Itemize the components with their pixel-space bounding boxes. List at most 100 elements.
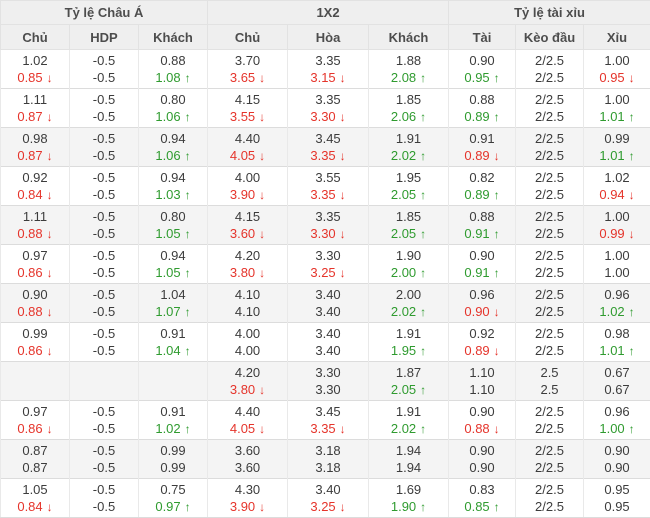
odds-cell: 2.05↑: [369, 186, 449, 206]
odds-cell: 3.30: [288, 362, 369, 382]
odds-cell: 0.96: [584, 284, 650, 304]
column-header-ah-away: Khách: [139, 25, 208, 50]
odds-value: 3.70: [235, 53, 260, 68]
odds-value: 0.88: [160, 53, 185, 68]
odds-value: 0.85: [17, 70, 42, 85]
odds-value: 3.60: [230, 226, 255, 241]
odds-cell: -0.5: [70, 401, 139, 421]
odds-cell: 0.91↑: [449, 225, 516, 245]
odds-value: 0.91: [464, 265, 489, 280]
down-arrow-icon: ↓: [340, 228, 346, 240]
odds-value: 1.10: [469, 382, 494, 397]
odds-value: -0.5: [93, 226, 115, 241]
odds-value: 1.91: [396, 131, 421, 146]
odds-cell: 3.35: [288, 50, 369, 70]
up-arrow-icon: ↑: [185, 72, 191, 84]
odds-cell: 0.96: [584, 401, 650, 421]
odds-value: 1.91: [396, 404, 421, 419]
down-arrow-icon: ↓: [47, 306, 53, 318]
odds-cell: 0.96: [449, 284, 516, 304]
odds-cell: 0.94: [139, 128, 208, 148]
odds-cell: 2/2.5: [516, 186, 584, 206]
odds-cell: [139, 381, 208, 401]
odds-cell: 3.35: [288, 206, 369, 226]
odds-value: 2/2.5: [535, 326, 564, 341]
down-arrow-icon: ↓: [47, 345, 53, 357]
odds-value: 0.89: [464, 109, 489, 124]
odds-cell: 1.90↑: [369, 498, 449, 518]
odds-cell: 0.91: [139, 401, 208, 421]
odds-cell: -0.5: [70, 264, 139, 284]
odds-cell: 0.99: [1, 323, 70, 343]
odds-cell: 1.95: [369, 167, 449, 187]
odds-cell: 2.02↑: [369, 420, 449, 440]
odds-value: 1.90: [391, 499, 416, 514]
odds-value: 3.60: [235, 460, 260, 475]
odds-cell: -0.5: [70, 147, 139, 167]
odds-cell: 1.01↑: [584, 108, 650, 128]
odds-value: 0.91: [160, 326, 185, 341]
odds-value: 0.90: [469, 248, 494, 263]
odds-value: 0.91: [160, 404, 185, 419]
odds-cell: 3.45: [288, 128, 369, 148]
column-header-ou-under: Xỉu: [584, 25, 650, 50]
odds-value: 2.02: [391, 148, 416, 163]
odds-cell: 3.30↓: [288, 108, 369, 128]
up-arrow-icon: ↑: [185, 267, 191, 279]
odds-cell: 3.40: [288, 323, 369, 343]
odds-value: -0.5: [93, 248, 115, 263]
odds-value: 1.07: [155, 304, 180, 319]
up-arrow-icon: ↑: [494, 501, 500, 513]
odds-cell: 0.99: [584, 128, 650, 148]
odds-cell: 1.69: [369, 479, 449, 499]
odds-cell: 3.80↓: [208, 381, 288, 401]
group-header-row: Tỷ lệ Châu Á 1X2 Tỷ lệ tài xỉu: [1, 1, 650, 25]
odds-cell: 0.98: [584, 323, 650, 343]
odds-value: 0.99: [22, 326, 47, 341]
odds-cell: 4.40: [208, 128, 288, 148]
up-arrow-icon: ↑: [420, 384, 426, 396]
odds-cell: 3.35: [288, 89, 369, 109]
odds-cell: 2.00↑: [369, 264, 449, 284]
odds-cell: 0.67: [584, 381, 650, 401]
odds-value: 4.10: [235, 287, 260, 302]
odds-value: 1.00: [604, 53, 629, 68]
odds-cell: 1.94: [369, 459, 449, 479]
down-arrow-icon: ↓: [47, 189, 53, 201]
odds-value: 0.94: [599, 187, 624, 202]
odds-cell: 3.40: [288, 303, 369, 323]
odds-cell: -0.5: [70, 167, 139, 187]
odds-cell: 0.90: [449, 440, 516, 460]
odds-value: 2/2.5: [535, 53, 564, 68]
odds-cell: 0.92: [1, 167, 70, 187]
odds-table-header: Tỷ lệ Châu Á 1X2 Tỷ lệ tài xỉu Chủ HDP K…: [1, 1, 650, 50]
odds-value: 2.5: [540, 382, 558, 397]
odds-value: 1.01: [599, 148, 624, 163]
odds-cell: 0.90: [584, 459, 650, 479]
odds-cell: 2/2.5: [516, 440, 584, 460]
odds-cell: 2.06↑: [369, 108, 449, 128]
odds-value: 4.20: [235, 248, 260, 263]
odds-value: 0.95: [599, 70, 624, 85]
odds-cell: 2.05↑: [369, 225, 449, 245]
odds-cell: 2/2.5: [516, 245, 584, 265]
up-arrow-icon: ↑: [420, 345, 426, 357]
down-arrow-icon: ↓: [494, 306, 500, 318]
odds-cell: 1.00: [584, 245, 650, 265]
down-arrow-icon: ↓: [629, 189, 635, 201]
odds-value: 1.02: [599, 304, 624, 319]
odds-value: 2.08: [391, 70, 416, 85]
up-arrow-icon: ↑: [420, 189, 426, 201]
odds-value: 4.15: [235, 209, 260, 224]
down-arrow-icon: ↓: [259, 150, 265, 162]
odds-cell: -0.5: [70, 459, 139, 479]
odds-value: 0.88: [464, 421, 489, 436]
odds-value: 2/2.5: [535, 92, 564, 107]
